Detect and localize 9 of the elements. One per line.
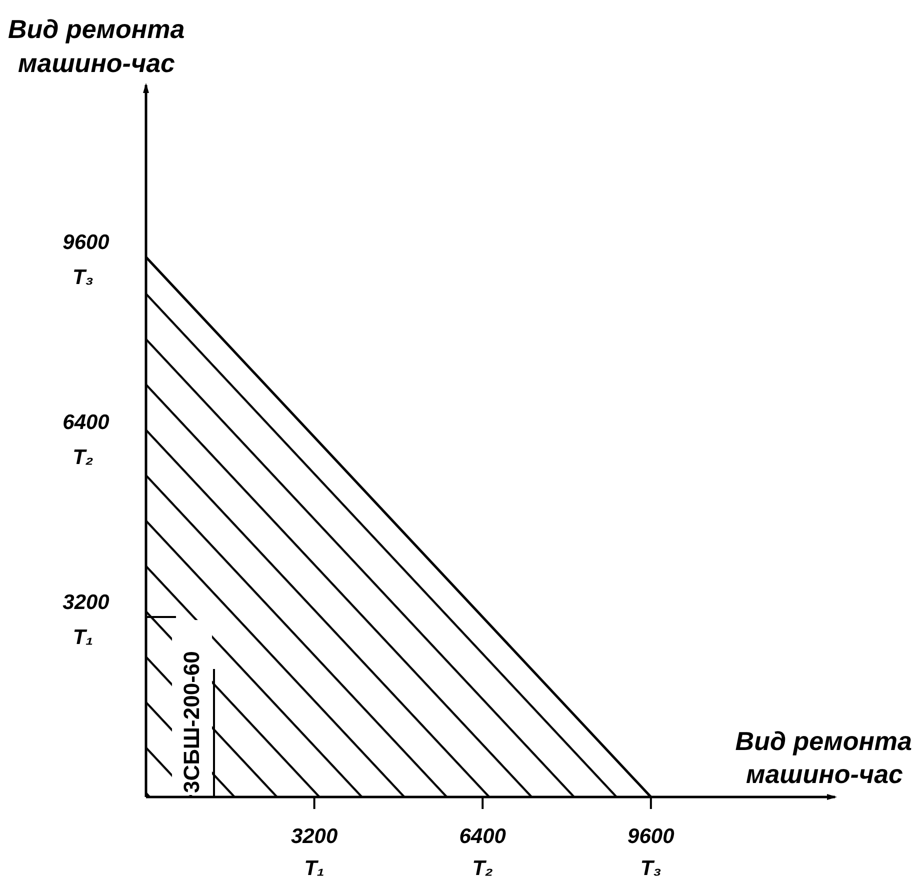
x-tick-label: 9600 T₃ <box>628 825 675 880</box>
annotation: 3СБШ-200-60 <box>179 651 204 793</box>
y-tick-label: 6400 T₂ <box>62 411 110 470</box>
y-tick-label: 3200 T₁ <box>62 591 110 650</box>
y-axis-title: Вид ремонта машино-час <box>8 14 185 78</box>
x-axis-title: Вид ремонта машино-час <box>735 726 912 789</box>
y-tick-label: 9600 T₃ <box>62 231 110 290</box>
x-tick-label: 3200 T₁ <box>290 825 338 880</box>
x-tick-label: 6400 T₂ <box>459 825 506 880</box>
